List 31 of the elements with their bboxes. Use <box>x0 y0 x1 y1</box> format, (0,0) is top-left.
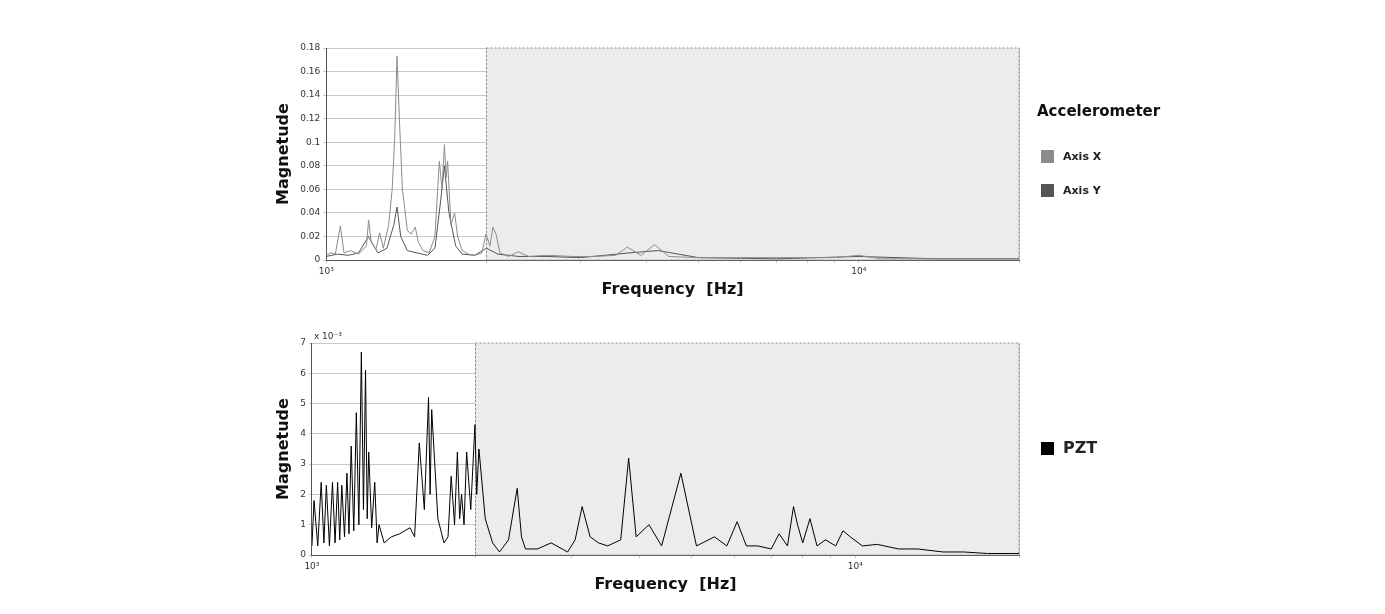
y-tick-label: 4 <box>300 428 307 439</box>
y-tick-label: 0.02 <box>300 230 321 241</box>
y-tick-label: 0.18 <box>300 42 321 53</box>
text: x 10⁻³ <box>313 330 343 341</box>
x-tick-label: 10⁴ <box>847 560 864 571</box>
y-tick-label: 0.16 <box>300 65 321 76</box>
y-tick-label: 0 <box>314 254 321 265</box>
y-tick-label: 3 <box>300 458 306 469</box>
y-tick-label: 5 <box>300 397 306 408</box>
y-tick-label: 6 <box>300 367 307 378</box>
y-tick-label: 0 <box>300 549 307 560</box>
legend-label: PZT <box>1063 438 1098 458</box>
x-tick-label: 10³ <box>304 560 320 571</box>
y-tick-label: 0.12 <box>300 113 321 124</box>
y-tick-label: 0.14 <box>300 89 321 100</box>
y-tick-label: 0.04 <box>300 207 321 218</box>
legend-label: Axis X <box>1063 149 1102 163</box>
y-tick-label: 0.08 <box>300 160 321 171</box>
legend-title: Accelerometer <box>1037 101 1161 120</box>
legend-label: Axis Y <box>1063 183 1102 197</box>
y-tick-label: 1 <box>300 519 306 530</box>
x-tick-label: 10⁴ <box>851 265 867 276</box>
x-tick-label: 10³ <box>318 265 335 276</box>
y-tick-label: 2 <box>300 488 306 499</box>
x-axis-title: Frequency [Hz] <box>601 278 744 298</box>
x-axis-title: Frequency [Hz] <box>594 573 737 593</box>
y-tick-label: 0.06 <box>300 183 321 194</box>
y-tick-label: 7 <box>300 337 306 348</box>
y-axis-title: Magnetude <box>272 397 292 500</box>
y-axis-title: Magnetude <box>272 102 292 205</box>
y-tick-label: 0.1 <box>305 136 321 147</box>
